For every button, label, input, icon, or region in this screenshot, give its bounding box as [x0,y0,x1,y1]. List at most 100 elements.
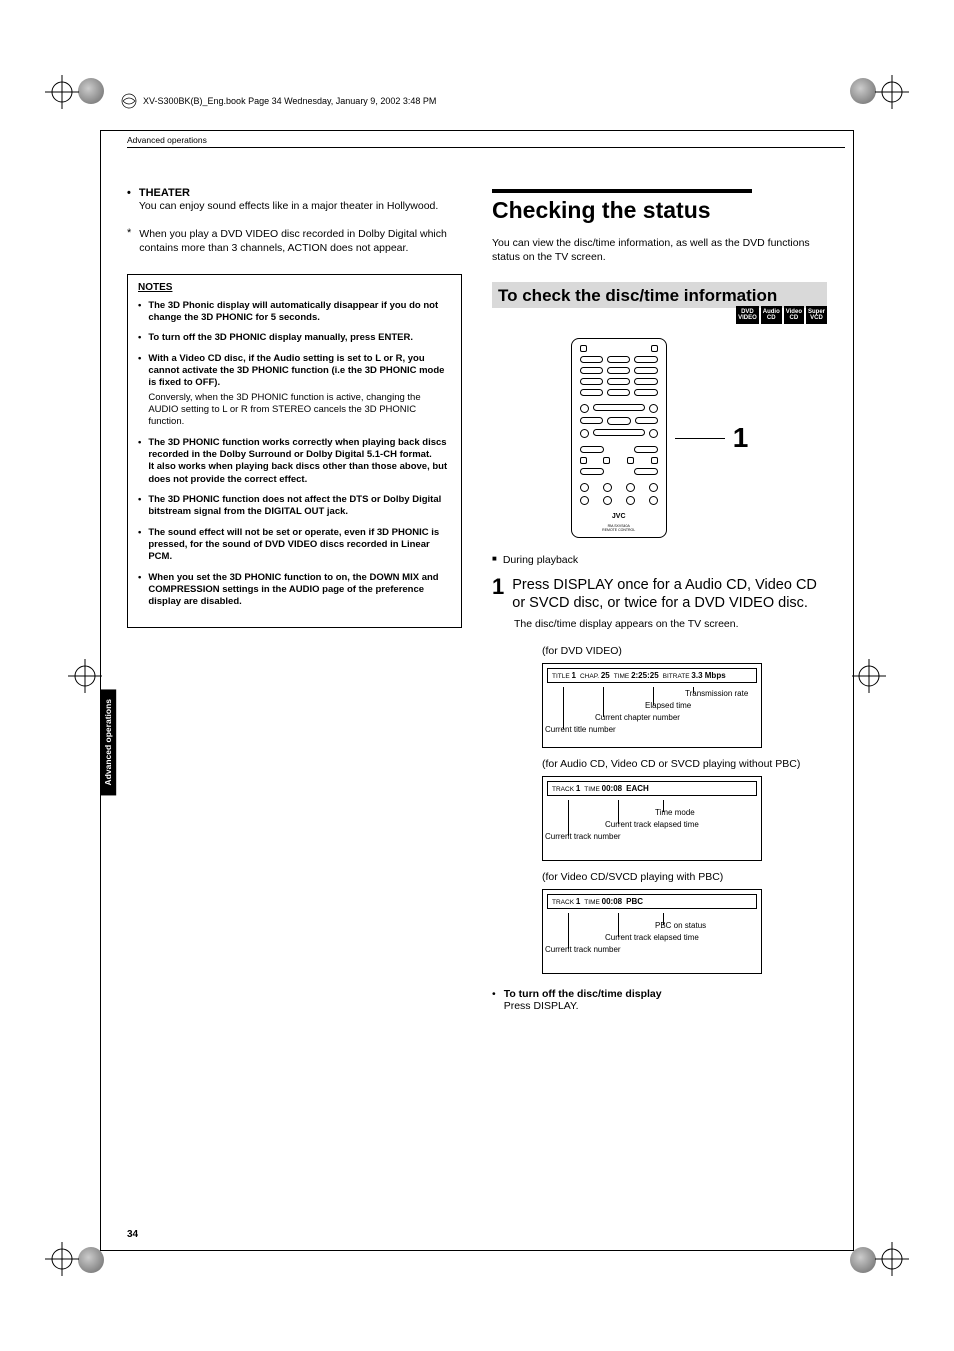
square-bullet-icon: ■ [492,554,497,566]
osd-callouts: Transmission rate Elapsed time Current cha… [543,687,761,747]
jvc-logo: JVC [580,513,658,520]
turnoff-bold: To turn off the disc/time display [504,988,662,1000]
osd-for-label: (for Audio CD, Video CD or SVCD playing … [542,758,827,770]
callout-label: Current chapter number [595,713,680,722]
reg-circle [78,78,104,104]
disc-type-icons: DVDVIDEOAudioCDVideoCDSuperVCD [492,306,827,324]
bullet-icon: • [138,353,141,429]
disc-type-badge: AudioCD [761,306,782,324]
footnote-text: When you play a DVD VIDEO disc recorded … [139,227,462,255]
reg-mark [45,75,79,109]
callout-label: Elapsed time [645,701,691,710]
osd-segment: TRACK 1 [552,897,580,906]
osd-segment: CHAP. 25 [580,671,610,680]
step-text: Press DISPLAY once for a Audio CD, Video… [512,576,827,612]
subsection-band: To check the disc/time information [492,282,827,308]
osd-box: TRACK 1 TIME 00:08 PBC PBC on status Current… [542,889,762,974]
bullet-icon: • [138,437,141,486]
reg-mark [875,1242,909,1276]
running-header: XV-S300BK(B)_Eng.book Page 34 Wednesday,… [121,93,833,109]
bullet-icon: • [138,300,141,325]
turnoff-sub: Press DISPLAY. [504,1000,662,1012]
section-lead: You can view the disc/time information, … [492,236,827,264]
reg-mark [852,659,886,693]
callout-line [568,800,569,836]
callout-number: 1 [733,422,749,454]
osd-bar: TRACK 1TIME 00:08EACH [547,781,757,796]
theater-label: THEATER [139,187,438,199]
bullet-icon: • [138,332,141,344]
osd-examples: (for DVD VIDEO) TITLE 1 CHAP. 25 TIME 2:25:… [492,645,827,974]
osd-callouts: PBC on status Current track elapsed time C… [543,913,761,973]
osd-segment: TIME 2:25:25 [614,671,659,680]
column-right: Checking the status You can view the dis… [492,155,827,1230]
section-rule [492,189,752,193]
osd-bar: TRACK 1 TIME 00:08 PBC [547,894,757,909]
callout-label: Current track elapsed time [605,820,699,829]
note-text: To turn off the 3D PHONIC display manual… [148,332,413,344]
star-icon: * [127,227,131,255]
note-text: The 3D PHONIC function does not affect t… [148,494,451,519]
note-text: The sound effect will not be set or oper… [148,527,451,564]
bullet-icon: • [492,988,496,1012]
note-text: The 3D PHONIC function works correctly w… [148,437,451,486]
reg-mark [45,1242,79,1276]
notes-heading: NOTES [138,281,451,294]
osd-box: TRACK 1TIME 00:08EACHTime modeCurrent tr… [542,776,762,861]
disc-type-badge: DVDVIDEO [736,306,759,324]
osd-segment: TIME 00:08 [584,784,622,793]
callout-label: Transmission rate [685,689,748,698]
notes-item: •The 3D PHONIC function works correctly … [138,437,451,486]
note-text: When you set the 3D PHONIC function to o… [148,572,451,609]
callout-line [675,438,725,439]
section-title: Checking the status [492,197,827,224]
reg-mark [875,75,909,109]
step-number: 1 [492,576,504,612]
callout-label: Current track number [545,945,621,954]
osd-segment: PBC [626,897,643,906]
page-frame: XV-S300BK(B)_Eng.book Page 34 Wednesday,… [100,130,854,1251]
callout-label: Current title number [545,725,616,734]
disc-type-badge: SuperVCD [806,306,827,324]
osd-for-label: (for DVD VIDEO) [542,645,827,657]
notes-item: •With a Video CD disc, if the Audio sett… [138,353,451,429]
remote-control-icon: JVC RM-SXVS40AREMOTE CONTROL [571,338,667,538]
reg-mark [68,659,102,693]
notes-box: NOTES • The 3D Phonic display will automa… [127,274,462,628]
bullet-icon: • [127,187,131,213]
note-text: The 3D Phonic display will automatically… [148,300,451,325]
notes-item: • The 3D PHONIC function does not affect … [138,494,451,519]
callout-label: Current track number [545,832,621,841]
notes-item: •When you set the 3D PHONIC function to … [138,572,451,609]
callout-label: Time mode [655,808,695,817]
runhead-text: XV-S300BK(B)_Eng.book Page 34 Wednesday,… [143,96,436,106]
notes-item: • To turn off the 3D PHONIC display manua… [138,332,451,344]
breadcrumb: Advanced operations [127,135,845,148]
remote-illustration: JVC RM-SXVS40AREMOTE CONTROL 1 [492,338,827,538]
theater-body: You can enjoy sound effects like in a ma… [139,199,438,213]
bullet-icon: • [138,494,141,519]
osd-box: TITLE 1CHAP. 25TIME 2:25:25BITRATE 3.3 M… [542,663,762,748]
page-number: 34 [127,1229,138,1240]
step-1: 1 Press DISPLAY once for a Audio CD, Vid… [492,576,827,612]
bullet-icon: • [138,572,141,609]
osd-callouts: Time mode Current track elapsed time Curre… [543,800,761,860]
theater-heading: • THEATER You can enjoy sound effects li… [127,187,462,213]
callout-line [568,913,569,949]
osd-segment: TIME 00:08 [584,897,622,906]
column-left: • THEATER You can enjoy sound effects li… [127,155,462,1230]
content-area: Advanced operations • THEATER You can en… [101,131,853,1250]
osd-segment: TITLE 1 [552,671,576,680]
remote-model: RM-SXVS40AREMOTE CONTROL [580,524,658,532]
osd-segment: EACH [626,784,649,793]
bullet-icon: • [138,527,141,564]
osd-for-label: (for Video CD/SVCD playing with PBC) [542,871,827,883]
footnote: * When you play a DVD VIDEO disc recorde… [127,227,462,255]
during-label: During playback [503,554,578,566]
notes-item: • The 3D Phonic display will automaticall… [138,300,451,325]
callout-label: PBC on status [655,921,706,930]
note-text: With a Video CD disc, if the Audio setti… [148,353,451,429]
notes-item: •The sound effect will not be set or ope… [138,527,451,564]
callout-label: Current track elapsed time [605,933,699,942]
disc-type-badge: VideoCD [784,306,804,324]
